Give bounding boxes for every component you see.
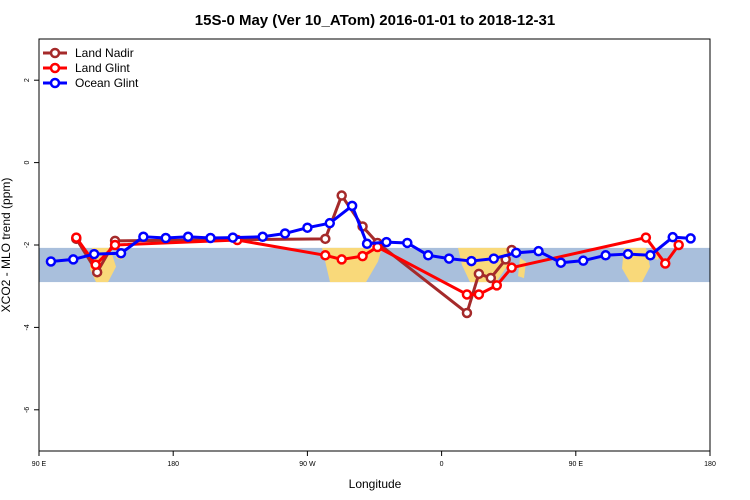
data-point-ocean-glint [533, 245, 544, 257]
x-tick-label: 90 E [569, 461, 584, 468]
y-tick-label: -6 [24, 407, 31, 413]
data-point-ocean-glint [361, 238, 373, 250]
y-tick-label: -4 [24, 324, 31, 330]
legend-swatch-point [49, 62, 61, 74]
data-point-ocean-glint [138, 231, 149, 243]
y-tick-label: 0 [24, 161, 31, 165]
data-point-ocean-glint [466, 255, 477, 267]
y-axis: 2 0 -2 -4 -6 [24, 78, 39, 413]
data-point-land-glint [90, 259, 101, 271]
data-point-land-nadir [336, 190, 347, 201]
legend-swatch-point [49, 47, 61, 59]
data-point-ocean-glint [205, 232, 216, 244]
data-point-land-glint [71, 232, 82, 243]
data-point-land-nadir [461, 307, 473, 319]
latitude-band-map [39, 247, 710, 283]
y-tick-label: 2 [24, 78, 31, 82]
data-point-land-glint [461, 289, 473, 300]
data-point-ocean-glint [402, 237, 413, 249]
legend-item-land-nadir: Land Nadir [43, 46, 134, 60]
data-point-ocean-glint [645, 250, 656, 261]
data-point-ocean-glint [578, 255, 589, 266]
x-tick-label: 180 [167, 461, 179, 468]
x-axis-label: Longitude [349, 477, 402, 491]
data-point-land-glint [109, 239, 121, 251]
legend-label: Land Glint [75, 61, 130, 75]
data-point-ocean-glint [88, 248, 100, 260]
data-point-ocean-glint [555, 257, 567, 268]
data-point-ocean-glint [302, 222, 313, 233]
x-axis: 90 E 180 90 W 0 90 E 180 [32, 451, 716, 468]
data-point-ocean-glint [381, 236, 392, 248]
data-point-ocean-glint [182, 231, 194, 243]
data-point-land-glint [640, 232, 652, 243]
data-point-land-glint [491, 280, 503, 291]
data-point-land-nadir [320, 233, 331, 245]
data-point-ocean-glint [422, 250, 434, 261]
legend-label: Land Nadir [75, 46, 134, 60]
data-point-ocean-glint [667, 231, 678, 243]
series-ocean-glint [45, 200, 696, 268]
y-tick-label: -2 [24, 242, 31, 248]
data-point-land-glint [357, 250, 368, 262]
data-point-ocean-glint [600, 250, 611, 261]
data-point-land-nadir [485, 272, 497, 284]
legend-label: Ocean Glint [75, 76, 139, 90]
data-point-ocean-glint [115, 247, 127, 259]
data-point-ocean-glint [488, 253, 500, 264]
x-tick-label: 0 [440, 461, 444, 468]
data-point-land-glint [506, 262, 517, 273]
land-madagascar [518, 257, 526, 279]
data-point-ocean-glint [443, 253, 455, 264]
data-point-ocean-glint [324, 217, 336, 229]
data-point-ocean-glint [510, 247, 522, 259]
legend-item-ocean-glint: Ocean Glint [43, 76, 139, 90]
x-tick-label: 90 W [299, 461, 316, 468]
x-tick-label: 90 E [32, 461, 47, 468]
data-point-ocean-glint [622, 248, 634, 260]
data-point-land-glint [336, 254, 347, 265]
chart-title: 15S-0 May (Ver 10_ATom) 2016-01-01 to 20… [195, 12, 555, 29]
legend-swatch-point [49, 77, 61, 89]
x-tick-label: 180 [704, 461, 716, 468]
y-axis-label: XCO2 - MLO trend (ppm) [0, 178, 13, 313]
data-point-land-glint [660, 258, 671, 269]
data-point-ocean-glint [68, 254, 79, 265]
data-point-land-glint [473, 289, 485, 300]
series-layer [45, 190, 696, 319]
series-land-glint [71, 232, 684, 300]
data-point-ocean-glint [257, 231, 268, 243]
data-point-ocean-glint [346, 200, 358, 212]
data-point-land-glint [673, 239, 684, 251]
legend-item-land-glint: Land Glint [43, 61, 130, 75]
data-point-land-glint [320, 250, 331, 261]
data-point-ocean-glint [279, 228, 291, 239]
data-point-ocean-glint [160, 232, 171, 244]
data-point-ocean-glint [227, 232, 239, 243]
data-point-ocean-glint [685, 233, 696, 244]
data-point-land-nadir [473, 268, 485, 280]
data-point-ocean-glint [45, 256, 57, 267]
